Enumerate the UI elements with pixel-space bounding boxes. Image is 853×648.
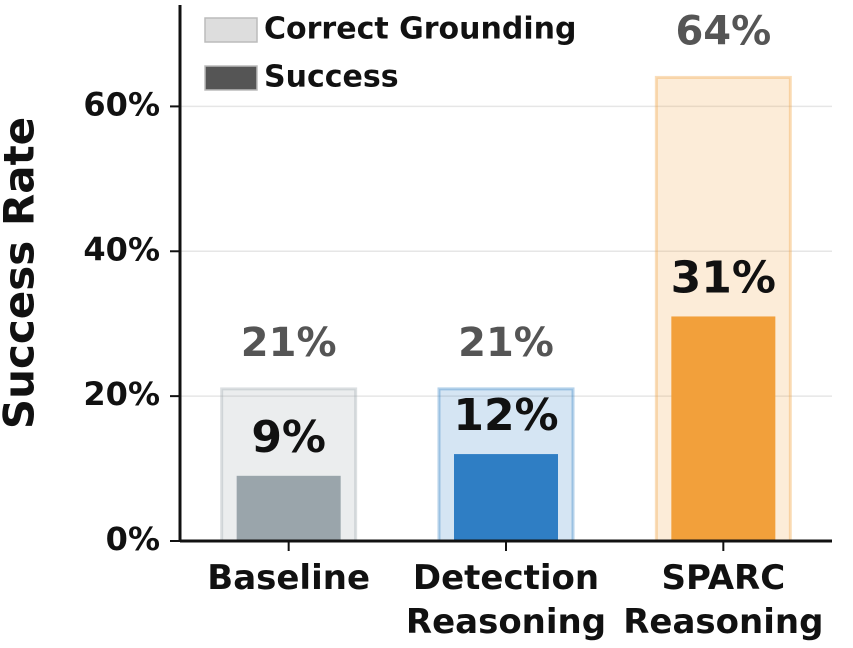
y-tick-label: 40% xyxy=(83,230,160,268)
y-tick-label: 60% xyxy=(83,85,160,123)
success-label: 31% xyxy=(671,252,776,303)
legend-label: Success xyxy=(264,60,399,95)
legend-swatch xyxy=(204,17,258,43)
success-bar xyxy=(454,454,558,541)
grounding-label: 21% xyxy=(241,320,337,366)
y-tick-label: 20% xyxy=(83,375,160,413)
x-tick-label: Detection Reasoning xyxy=(405,558,607,642)
x-tick-label: Baseline xyxy=(207,558,371,598)
legend-swatch xyxy=(204,65,258,91)
y-axis-label: Success Rate xyxy=(0,117,44,429)
grounding-label: 64% xyxy=(675,8,771,54)
grounding-label: 21% xyxy=(458,320,554,366)
success-label: 12% xyxy=(453,390,558,441)
y-tick-label: 0% xyxy=(106,520,160,558)
success-bar xyxy=(671,316,776,541)
success-label: 9% xyxy=(251,412,326,463)
legend-label: Correct Grounding xyxy=(264,12,576,47)
x-tick-label: SPARC Reasoning xyxy=(623,558,824,642)
success-bar xyxy=(236,475,341,541)
